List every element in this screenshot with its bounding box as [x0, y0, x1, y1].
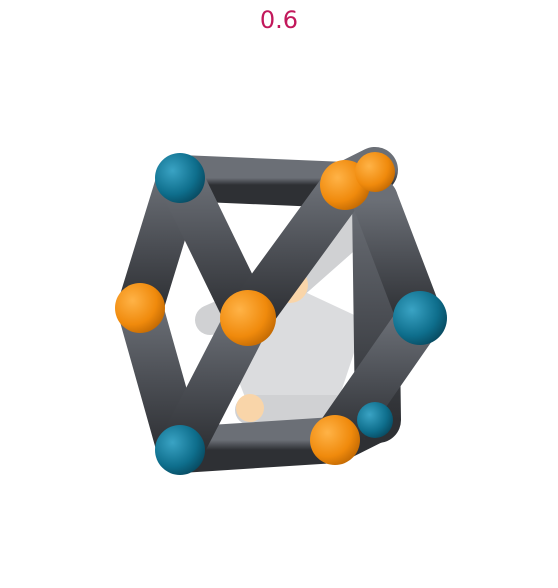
node-bottom-left — [155, 425, 205, 475]
node-center — [220, 290, 276, 346]
node-far-top-right — [355, 152, 395, 192]
node-top-left — [155, 153, 205, 203]
node-bottom-right — [357, 402, 393, 438]
node-right — [393, 291, 447, 345]
nodes — [115, 152, 447, 475]
node-left — [115, 283, 165, 333]
node-bottom-mid — [310, 415, 360, 465]
value-label: 0.6 — [259, 6, 299, 34]
